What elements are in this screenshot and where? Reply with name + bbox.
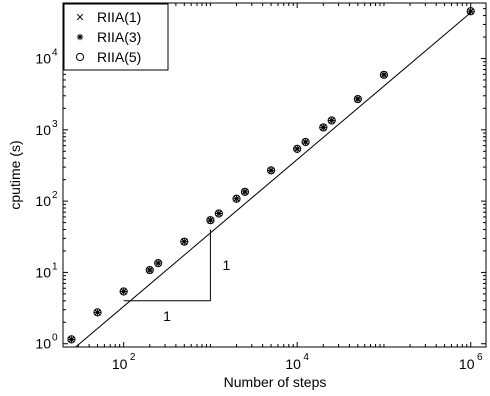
data-point-circle [327,116,336,125]
data-point-circle [301,137,310,147]
y-tick-label: 10 [35,264,51,280]
data-point-star [181,238,188,245]
legend-label: RIIA(1) [97,9,141,25]
data-point-star [467,8,474,15]
legend-marker-star [76,33,84,41]
legend: RIIA(1) RIIA(3) RIIA(5) [63,3,169,71]
legend-marker-circle [75,52,85,62]
x-tick-label-exponent: 4 [303,352,309,363]
data-point-circle [145,265,154,275]
slope-triangle-rise-label: 1 [223,257,231,273]
data-point-circle [293,144,302,153]
data-point-circle [206,216,215,225]
data-point-circle [119,287,128,296]
x-tick-label: 10 [285,356,301,372]
data-point-star [146,266,153,274]
data-point-star [154,259,162,267]
y-tick-label: 10 [35,50,51,66]
data-point-star [380,71,388,79]
data-point-star [267,167,275,174]
data-point-star [293,145,301,153]
y-tick-label: 10 [35,336,51,352]
data-point-star [354,95,362,103]
data-point-circle [180,237,189,246]
data-point-star [320,124,327,131]
legend-label: RIIA(3) [97,29,141,45]
x-tick-label-exponent: 6 [477,352,483,363]
data-point-circle [240,187,250,196]
legend-marker-x [76,13,84,21]
marks-layer [67,7,475,344]
x-tick-label: 10 [112,356,128,372]
data-point-star [94,309,101,316]
slope-triangle-run-label: 1 [163,308,171,324]
data-point-circle [266,166,276,175]
y-tick-label-exponent: 0 [52,333,58,344]
plot-area-frame [62,2,487,348]
data-point-circle [232,194,241,203]
x-axis-label: Number of steps [224,374,327,390]
data-point-star [328,117,335,124]
y-tick-label: 10 [35,193,51,209]
y-tick-label-exponent: 4 [52,47,58,58]
slope-triangle-layer: 11 [123,229,231,324]
y-tick-label: 10 [35,122,51,138]
data-point-circle [379,70,389,79]
reference-line-layer [75,12,472,348]
data-point-star [302,138,309,146]
data-point-circle [353,94,362,104]
data-point-star [233,195,240,202]
y-tick-label-exponent: 3 [52,119,58,130]
data-point-star [241,188,249,196]
y-tick-label-exponent: 1 [52,261,58,272]
reference-line [75,12,472,348]
data-point-star [68,336,75,343]
y-axis-label: cputime (s) [7,140,23,209]
x-tick-label-exponent: 2 [130,352,136,363]
data-point-circle [214,209,223,218]
series-star [68,8,474,343]
x-tick-label: 10 [459,356,475,372]
data-point-star [120,288,127,295]
data-point-circle [93,308,102,317]
series-circle [67,7,475,344]
y-tick-label-exponent: 2 [52,190,58,201]
data-point-circle [466,7,475,16]
data-point-circle [319,123,328,132]
data-point-circle [67,335,76,344]
data-point-circle [154,259,163,268]
legend-label: RIIA(5) [97,49,141,65]
data-point-star [207,216,214,224]
data-point-star [215,210,223,217]
ticks-layer: 10 2 10 4 10 610 010 110 210 310 4 [35,2,486,372]
